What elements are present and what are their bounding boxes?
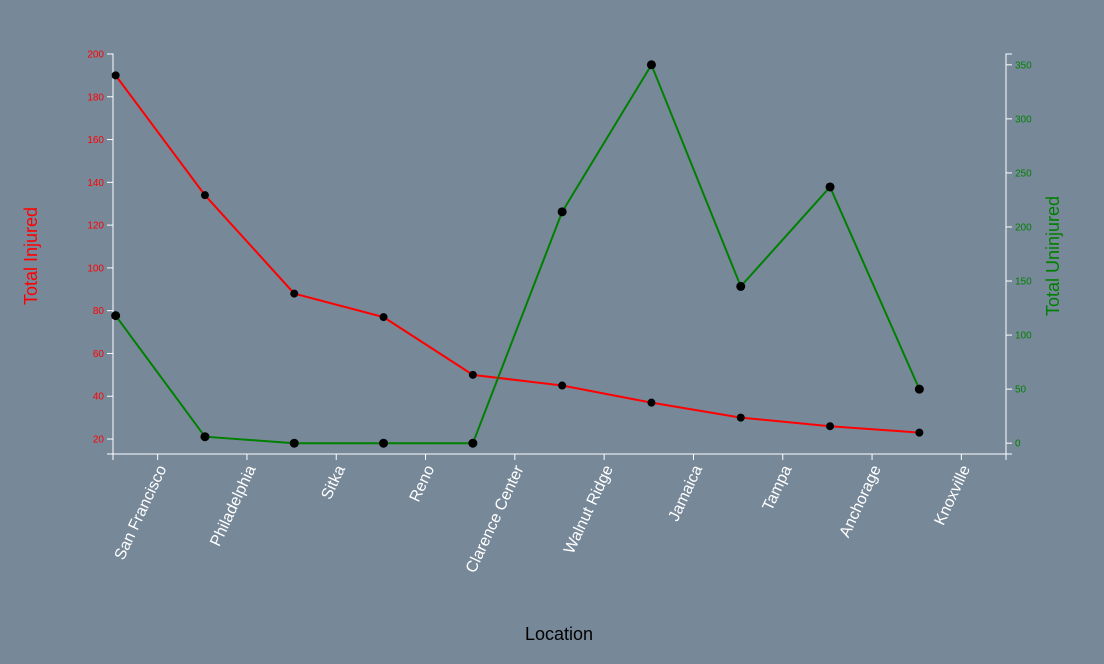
- total-injured-point: [736, 413, 745, 422]
- total-injured-point: [379, 313, 388, 322]
- x-tick-label: San Francisco: [112, 463, 171, 563]
- right-tick-label: 0: [1015, 439, 1021, 450]
- left-tick-label: 160: [87, 135, 104, 146]
- right-tick-label: 50: [1015, 385, 1027, 396]
- left-tick-label: 60: [93, 349, 105, 360]
- total-injured-point: [290, 289, 299, 298]
- x-tick-label: Sitka: [319, 463, 349, 503]
- total-injured-point: [468, 370, 477, 379]
- total-uninjured-point: [289, 438, 299, 448]
- left-tick-label: 180: [87, 92, 104, 103]
- series-layer: [111, 60, 924, 448]
- total-injured-point: [647, 398, 656, 407]
- left-tick-label: 40: [93, 392, 105, 403]
- x-tick-label: Walnut Ridge: [561, 463, 617, 557]
- total-injured-point: [826, 422, 835, 431]
- total-injured-point: [915, 428, 924, 437]
- left-tick-label: 20: [93, 435, 105, 446]
- right-tick-label: 250: [1015, 168, 1032, 179]
- left-axis-line: [107, 53, 114, 455]
- x-tick-label: Jamaica: [666, 463, 707, 524]
- x-tick-label: Reno: [407, 463, 439, 505]
- right-tick-label: 100: [1015, 331, 1032, 342]
- x-tick-label: Anchorage: [837, 463, 885, 540]
- total-injured-point: [111, 71, 120, 80]
- x-tick-label: Knoxville: [932, 463, 975, 528]
- total-injured-point: [558, 381, 567, 390]
- x-tick-label: Philadelphia: [207, 463, 259, 549]
- left-y-axis: 20 40 60 80 100 120 140 160 180 200: [87, 50, 114, 455]
- right-axis-line: [1005, 53, 1012, 455]
- x-axis-title: Location: [525, 624, 593, 644]
- total-injured-line: [114, 74, 920, 434]
- left-tick-label: 140: [87, 178, 104, 189]
- right-tick-label: 300: [1015, 114, 1032, 125]
- total-uninjured-point: [111, 311, 121, 321]
- total-uninjured-point: [914, 384, 924, 394]
- total-uninjured-point: [379, 438, 389, 448]
- total-uninjured-point: [468, 438, 478, 448]
- left-tick-label: 100: [87, 263, 104, 274]
- x-tick-label: Clarence Center: [463, 462, 528, 575]
- left-tick-label: 200: [87, 50, 104, 61]
- x-tick-label: Tampa: [760, 463, 796, 514]
- total-uninjured-point: [200, 432, 210, 442]
- total-uninjured-point: [825, 182, 835, 192]
- total-injured-point: [200, 191, 209, 200]
- x-axis-line: [112, 453, 1007, 460]
- right-tick-label: 150: [1015, 277, 1032, 288]
- left-tick-label: 80: [93, 306, 105, 317]
- total-uninjured-line: [114, 62, 921, 445]
- x-axis: San Francisco Philadelphia Sitka Reno Claren…: [112, 453, 1007, 576]
- right-tick-label: 350: [1015, 60, 1032, 71]
- total-uninjured-point: [736, 281, 746, 291]
- right-axis-title: Total Uninjured: [1043, 196, 1063, 316]
- left-tick-label: 120: [87, 221, 104, 232]
- total-uninjured-point: [557, 207, 567, 217]
- right-y-axis: 0 50 100 150 200 250 300 350: [1005, 53, 1032, 455]
- right-tick-label: 200: [1015, 222, 1032, 233]
- left-axis-title: Total Injured: [21, 207, 41, 305]
- total-uninjured-point: [646, 60, 656, 70]
